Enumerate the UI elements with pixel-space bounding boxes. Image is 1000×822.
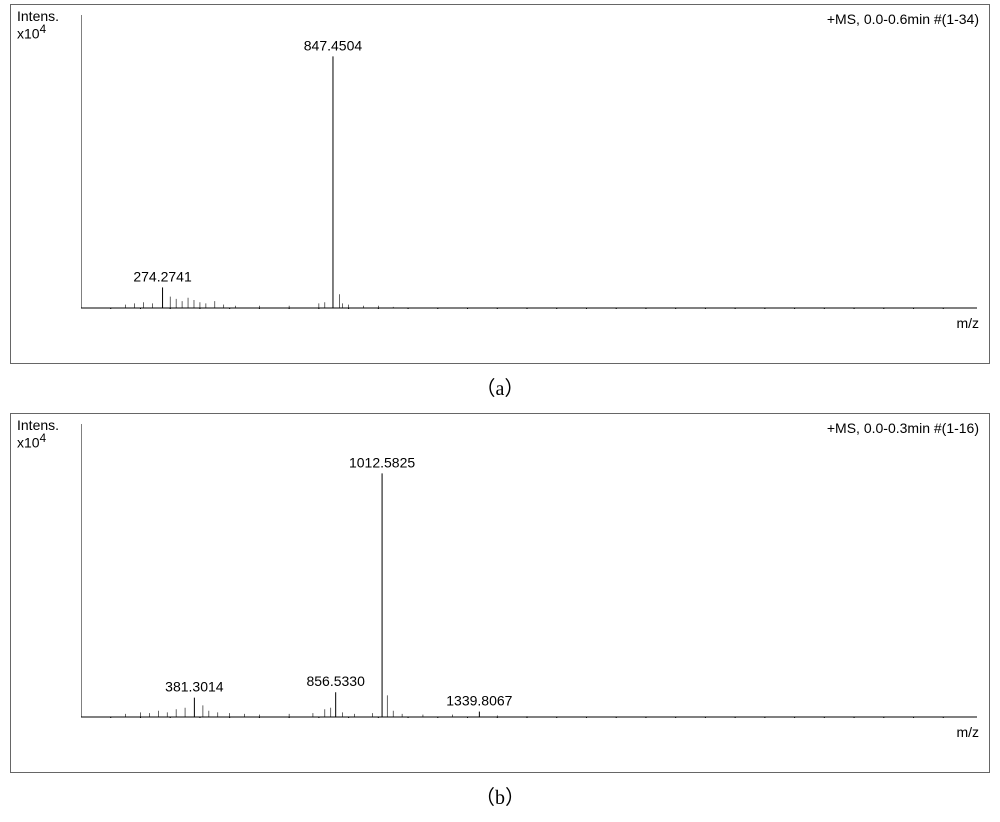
svg-text:856.5330: 856.5330 xyxy=(306,673,365,689)
sub-label-a: （a） xyxy=(10,368,990,413)
spectrum-panel-a: Intens. x104 +MS, 0.0-0.6min #(1-34) 500… xyxy=(10,4,990,364)
svg-text:274.2741: 274.2741 xyxy=(133,268,192,284)
svg-text:1012.5825: 1012.5825 xyxy=(349,454,415,470)
spectrum-panel-b: Intens. x104 +MS, 0.0-0.3min #(1-16) 500… xyxy=(10,413,990,773)
spectrum-svg-a: 50010001500200025000.00.51.01.52.0274.27… xyxy=(81,13,977,309)
plot-area-b: 50010001500200025000123381.3014856.53301… xyxy=(81,422,977,718)
y-axis-label-a: Intens. x104 xyxy=(17,9,59,42)
svg-text:1339.8067: 1339.8067 xyxy=(446,693,512,709)
spectrum-svg-b: 50010001500200025000123381.3014856.53301… xyxy=(81,422,977,718)
y-mult-b: x104 xyxy=(17,433,59,451)
svg-text:847.4504: 847.4504 xyxy=(304,37,363,53)
svg-text:381.3014: 381.3014 xyxy=(165,679,224,695)
x-axis-label-a: m/z xyxy=(956,315,979,331)
y-title-a: Intens. xyxy=(17,9,59,24)
y-axis-label-b: Intens. x104 xyxy=(17,418,59,451)
plot-area-a: 50010001500200025000.00.51.01.52.0274.27… xyxy=(81,13,977,309)
y-title-b: Intens. xyxy=(17,418,59,433)
x-axis-label-b: m/z xyxy=(956,724,979,740)
sub-label-b: （b） xyxy=(10,777,990,822)
y-mult-a: x104 xyxy=(17,24,59,42)
